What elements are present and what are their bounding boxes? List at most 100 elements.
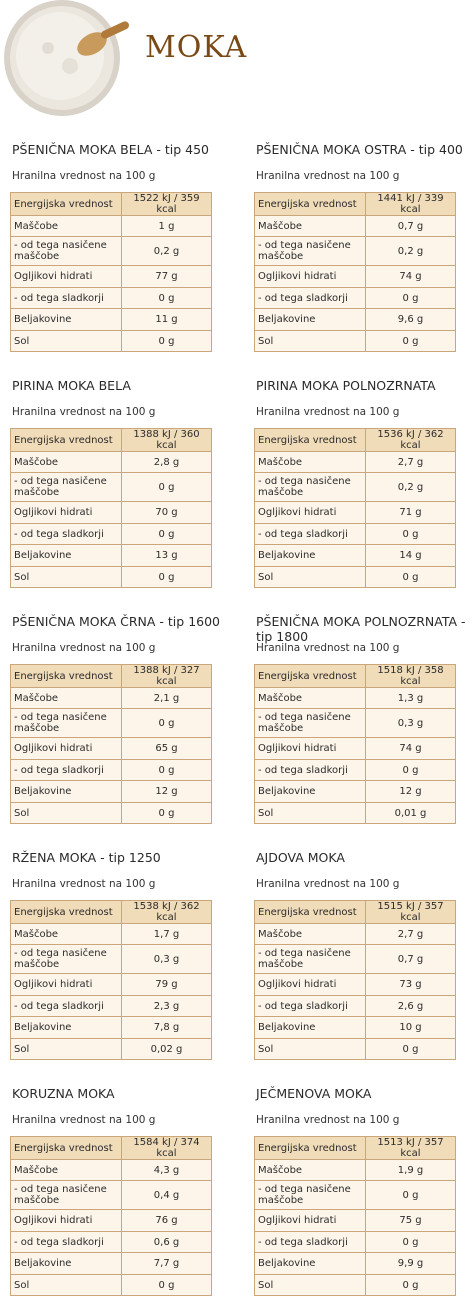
table-row: - od tega sladkorji 0 g bbox=[254, 759, 456, 781]
table-row: Energijska vrednost 1522 kJ / 359 kcal bbox=[10, 192, 212, 216]
table-row: - od tega sladkorji 0 g bbox=[10, 523, 212, 545]
nutrient-label: - od tega sladkorji bbox=[254, 995, 366, 1017]
nutrient-label: Energijska vrednost bbox=[254, 428, 366, 452]
nutrient-label: Beljakovine bbox=[10, 308, 122, 331]
nutrient-value: 0,3 g bbox=[121, 944, 212, 974]
nutrient-label: Beljakovine bbox=[254, 1016, 366, 1039]
nutrient-value: 0 g bbox=[121, 802, 212, 824]
nutrient-value: 0,6 g bbox=[121, 1231, 212, 1253]
table-row: Sol 0 g bbox=[10, 802, 212, 824]
table-row: Maščobe 1,7 g bbox=[10, 923, 212, 945]
table-row: Maščobe 4,3 g bbox=[10, 1159, 212, 1181]
nutrient-label: - od tega nasičene maščobe bbox=[10, 1180, 122, 1210]
table-row: Beljakovine 12 g bbox=[254, 780, 456, 803]
nutrition-table: Energijska vrednost 1538 kJ / 362 kcal Maš… bbox=[10, 900, 212, 1060]
nutrient-label: - od tega sladkorji bbox=[10, 287, 122, 309]
table-row: Sol 0 g bbox=[254, 1038, 456, 1060]
nutrient-label: Energijska vrednost bbox=[254, 192, 366, 216]
table-row: Sol 0,01 g bbox=[254, 802, 456, 824]
nutrient-label: - od tega nasičene maščobe bbox=[10, 944, 122, 974]
nutrition-table: Energijska vrednost 1515 kJ / 357 kcal Maš… bbox=[254, 900, 456, 1060]
nutrient-label: - od tega sladkorji bbox=[10, 995, 122, 1017]
nutrient-label: Energijska vrednost bbox=[254, 900, 366, 924]
table-row: Beljakovine 13 g bbox=[10, 544, 212, 567]
table-row: - od tega nasičene maščobe 0 g bbox=[10, 708, 212, 738]
nutrient-value: 14 g bbox=[365, 544, 456, 567]
table-row: Maščobe 2,7 g bbox=[254, 451, 456, 473]
nutrient-value: 74 g bbox=[365, 265, 456, 288]
nutrient-value: 2,6 g bbox=[365, 995, 456, 1017]
table-row: Maščobe 1,3 g bbox=[254, 687, 456, 709]
nutrient-value: 10 g bbox=[365, 1016, 456, 1039]
table-row: Sol 0 g bbox=[254, 1274, 456, 1296]
nutrient-label: - od tega sladkorji bbox=[254, 287, 366, 309]
nutrition-table: Energijska vrednost 1522 kJ / 359 kcal Maš… bbox=[10, 192, 212, 352]
nutrient-value: 70 g bbox=[121, 501, 212, 524]
nutrient-value: 2,3 g bbox=[121, 995, 212, 1017]
nutrient-value: 0 g bbox=[121, 330, 212, 352]
nutrient-value: 0 g bbox=[121, 759, 212, 781]
nutrient-value: 1522 kJ / 359 kcal bbox=[121, 192, 212, 216]
nutrient-label: Ogljikovi hidrati bbox=[10, 973, 122, 996]
table-row: Energijska vrednost 1536 kJ / 362 kcal bbox=[254, 428, 456, 452]
table-row: Maščobe 0,7 g bbox=[254, 215, 456, 237]
nutrient-value: 1,9 g bbox=[365, 1159, 456, 1181]
nutrient-label: - od tega nasičene maščobe bbox=[10, 236, 122, 266]
nutrient-value: 74 g bbox=[365, 737, 456, 760]
nutrient-label: - od tega sladkorji bbox=[10, 1231, 122, 1253]
table-row: Ogljikovi hidrati 65 g bbox=[10, 737, 212, 760]
section-title: RŽENA MOKA - tip 1250 bbox=[12, 850, 161, 865]
nutrient-value: 0 g bbox=[121, 566, 212, 588]
nutrient-value: 1518 kJ / 358 kcal bbox=[365, 664, 456, 688]
nutrient-label: Maščobe bbox=[254, 215, 366, 237]
table-row: Energijska vrednost 1388 kJ / 327 kcal bbox=[10, 664, 212, 688]
table-row: Beljakovine 9,6 g bbox=[254, 308, 456, 331]
nutrient-label: - od tega nasičene maščobe bbox=[254, 944, 366, 974]
section-subtitle: Hranilna vrednost na 100 g bbox=[256, 1114, 400, 1126]
nutrient-label: Sol bbox=[10, 330, 122, 352]
nutrient-value: 0 g bbox=[365, 523, 456, 545]
nutrient-label: Energijska vrednost bbox=[10, 192, 122, 216]
table-row: - od tega nasičene maščobe 0 g bbox=[254, 1180, 456, 1210]
nutrient-value: 9,9 g bbox=[365, 1252, 456, 1275]
table-row: Ogljikovi hidrati 79 g bbox=[10, 973, 212, 996]
section-title: KORUZNA MOKA bbox=[12, 1086, 115, 1101]
table-row: - od tega sladkorji 0 g bbox=[10, 759, 212, 781]
nutrient-label: Beljakovine bbox=[10, 1252, 122, 1275]
nutrient-label: Ogljikovi hidrati bbox=[10, 737, 122, 760]
nutrient-label: Energijska vrednost bbox=[10, 900, 122, 924]
nutrient-label: Ogljikovi hidrati bbox=[254, 1209, 366, 1232]
section-subtitle: Hranilna vrednost na 100 g bbox=[12, 878, 156, 890]
nutrient-value: 0,3 g bbox=[365, 708, 456, 738]
table-row: - od tega sladkorji 0 g bbox=[254, 287, 456, 309]
table-row: Maščobe 2,7 g bbox=[254, 923, 456, 945]
section-title: PIRINA MOKA POLNOZRNATA bbox=[256, 378, 436, 393]
nutrient-value: 0 g bbox=[365, 1274, 456, 1296]
nutrient-value: 1441 kJ / 339 kcal bbox=[365, 192, 456, 216]
table-row: Ogljikovi hidrati 73 g bbox=[254, 973, 456, 996]
table-row: - od tega nasičene maščobe 0,7 g bbox=[254, 944, 456, 974]
nutrient-value: 0 g bbox=[121, 472, 212, 502]
table-row: - od tega sladkorji 2,3 g bbox=[10, 995, 212, 1017]
nutrient-value: 1584 kJ / 374 kcal bbox=[121, 1136, 212, 1160]
nutrient-value: 0 g bbox=[121, 287, 212, 309]
nutrient-value: 0 g bbox=[365, 1038, 456, 1060]
nutrient-value: 77 g bbox=[121, 265, 212, 288]
nutrient-label: - od tega sladkorji bbox=[254, 1231, 366, 1253]
nutrient-label: Sol bbox=[10, 1274, 122, 1296]
table-row: Maščobe 2,8 g bbox=[10, 451, 212, 473]
nutrient-label: - od tega sladkorji bbox=[10, 523, 122, 545]
section-title: JEČMENOVA MOKA bbox=[256, 1086, 372, 1101]
nutrient-value: 79 g bbox=[121, 973, 212, 996]
table-row: Energijska vrednost 1538 kJ / 362 kcal bbox=[10, 900, 212, 924]
nutrient-value: 0,7 g bbox=[365, 944, 456, 974]
nutrient-label: Maščobe bbox=[10, 215, 122, 237]
table-row: - od tega nasičene maščobe 0,3 g bbox=[10, 944, 212, 974]
nutrient-label: Maščobe bbox=[254, 923, 366, 945]
nutrient-label: Beljakovine bbox=[254, 780, 366, 803]
nutrient-value: 2,7 g bbox=[365, 451, 456, 473]
nutrient-value: 4,3 g bbox=[121, 1159, 212, 1181]
nutrient-label: Ogljikovi hidrati bbox=[254, 501, 366, 524]
nutrient-label: Energijska vrednost bbox=[254, 1136, 366, 1160]
nutrient-label: Beljakovine bbox=[254, 544, 366, 567]
